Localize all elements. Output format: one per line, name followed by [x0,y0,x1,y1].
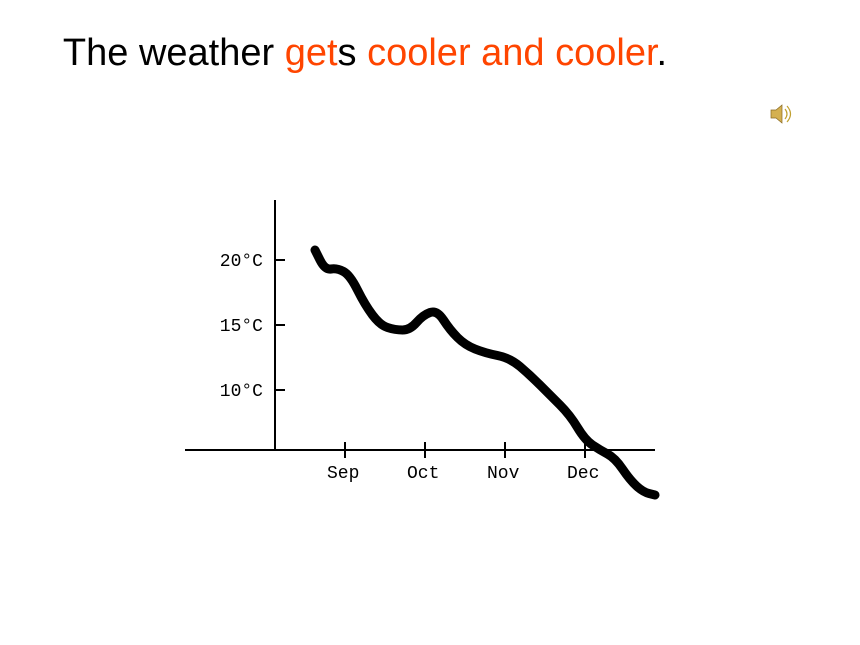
title-text-2: get [285,32,338,74]
title-text-3: s [338,32,368,74]
y-tick-label: 20°C [220,252,263,272]
x-tick-label: Sep [327,464,359,484]
x-ticks: Sep Oct Nov Dec [327,442,599,484]
title-text-1: The weather [63,32,285,74]
temperature-chart: 20°C 15°C 10°C Sep Oct Nov Dec [165,190,695,550]
x-tick-label: Dec [567,464,599,484]
x-tick-label: Nov [487,464,520,484]
x-tick-label: Oct [407,464,439,484]
chart-svg: 20°C 15°C 10°C Sep Oct Nov Dec [165,190,695,550]
y-tick-label: 15°C [220,317,263,337]
page-title: The weather gets cooler and cooler. [0,30,730,78]
y-tick-label: 10°C [220,382,263,402]
temperature-curve [315,250,655,495]
title-text-5: . [657,32,668,74]
title-text-4: cooler and cooler [367,32,656,74]
sound-icon[interactable] [767,100,795,128]
